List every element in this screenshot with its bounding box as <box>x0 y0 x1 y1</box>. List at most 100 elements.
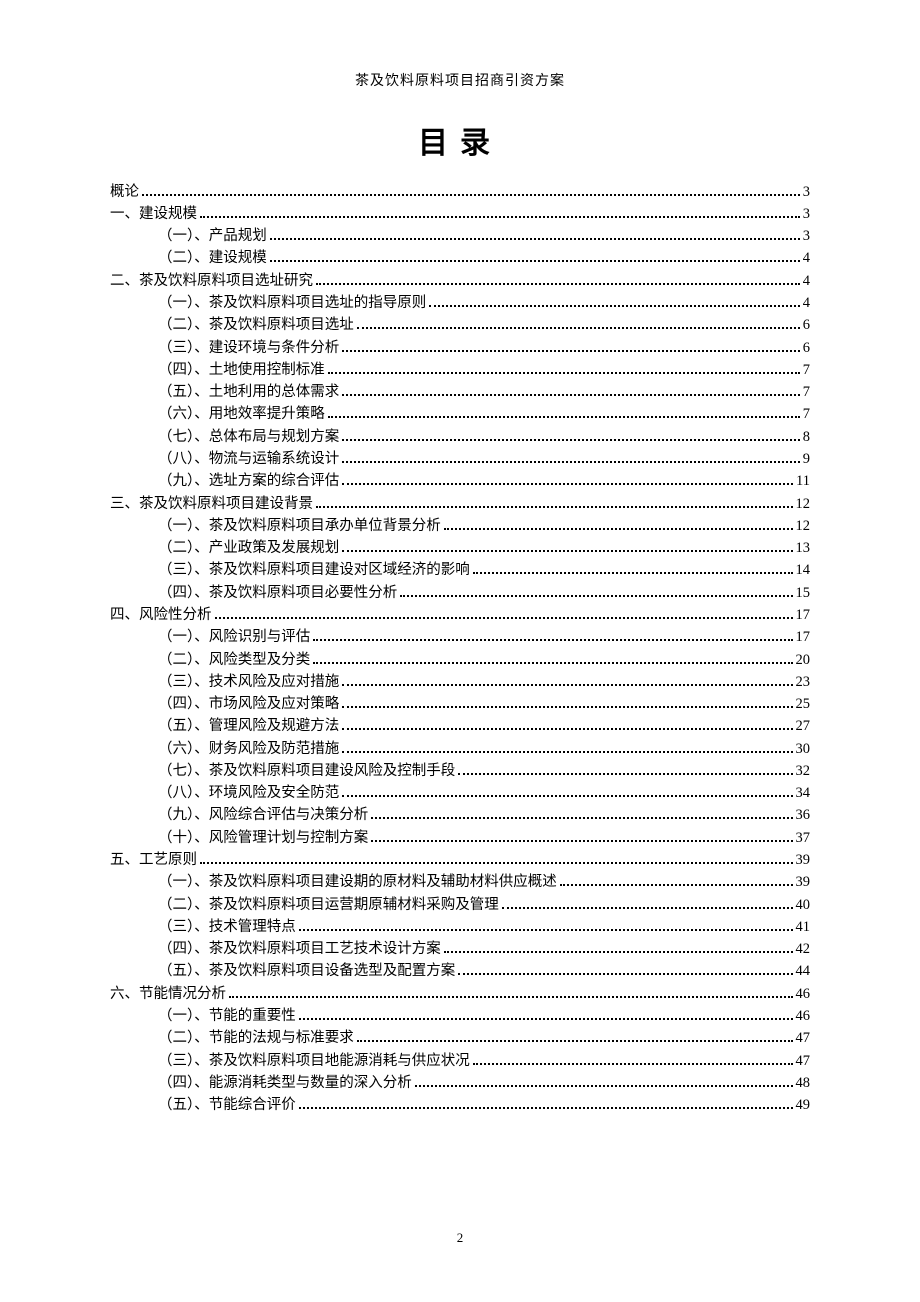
toc-entry: （一）、产品规划3 <box>110 229 810 244</box>
toc-entry: （二）、节能的法规与标准要求 47 <box>110 1031 810 1046</box>
toc-entry-page: 27 <box>796 719 811 734</box>
toc-entry: （一）、茶及饮料原料项目建设期的原材料及辅助材料供应概述 39 <box>110 875 810 890</box>
toc-entry-page: 41 <box>796 920 811 935</box>
toc-entry: （二）、建设规模 4 <box>110 251 810 266</box>
toc-entry-page: 44 <box>796 964 811 979</box>
toc-leader-dots <box>342 674 792 686</box>
toc-entry: 五、工艺原则 39 <box>110 852 810 867</box>
toc-entry: （四）、市场风险及应对策略25 <box>110 696 810 711</box>
toc-entry: 一、建设规模3 <box>110 206 810 221</box>
toc-entry: （四）、茶及饮料原料项目必要性分析15 <box>110 585 810 600</box>
toc-entry-page: 49 <box>796 1098 811 1113</box>
toc-entry: （一）、茶及饮料原料项目承办单位背景分析 12 <box>110 518 810 533</box>
toc-entry-label: （四）、能源消耗类型与数量的深入分析 <box>158 1076 412 1091</box>
toc-entry: （一）、风险识别与评估17 <box>110 630 810 645</box>
toc-entry-label: （一）、茶及饮料原料项目承办单位背景分析 <box>158 519 441 534</box>
toc-entry-label: （四）、茶及饮料原料项目工艺技术设计方案 <box>158 942 441 957</box>
toc-entry-page: 32 <box>796 764 811 779</box>
toc-entry-page: 39 <box>796 875 811 890</box>
toc-leader-dots <box>342 385 800 397</box>
toc-entry-label: （五）、节能综合评价 <box>158 1098 296 1113</box>
toc-entry-label: 一、建设规模 <box>110 207 197 222</box>
toc-entry-label: （七）、总体布局与规划方案 <box>158 430 339 445</box>
toc-entry: （四）、能源消耗类型与数量的深入分析48 <box>110 1075 810 1090</box>
toc-leader-dots <box>299 919 793 931</box>
toc-entry-page: 14 <box>796 563 811 578</box>
toc-entry-label: （四）、土地使用控制标准 <box>158 363 325 378</box>
toc-entry-label: （八）、物流与运输系统设计 <box>158 452 339 467</box>
toc-entry-label: （二）、节能的法规与标准要求 <box>158 1031 354 1046</box>
toc-entry-label: （一）、茶及饮料原料项目选址的指导原则 <box>158 296 426 311</box>
toc-entry-label: （五）、土地利用的总体需求 <box>158 385 339 400</box>
toc-entry: （四）、土地使用控制标准7 <box>110 362 810 377</box>
toc-entry-label: （八）、环境风险及安全防范 <box>158 786 339 801</box>
toc-leader-dots <box>560 875 793 887</box>
toc-entry-page: 17 <box>796 630 811 645</box>
toc-entry-label: （一）、产品规划 <box>158 229 267 244</box>
toc-entry-label: （二）、建设规模 <box>158 251 267 266</box>
toc-leader-dots <box>342 741 792 753</box>
toc-entry-label: （三）、技术风险及应对措施 <box>158 675 339 690</box>
page-header: 茶及饮料原料项目招商引资方案 <box>110 70 810 90</box>
toc-entry-page: 40 <box>796 898 811 913</box>
toc-entry: （一）、茶及饮料原料项目选址的指导原则4 <box>110 295 810 310</box>
toc-leader-dots <box>313 630 792 642</box>
toc-entry-page: 23 <box>796 675 811 690</box>
toc-leader-dots <box>316 273 800 285</box>
toc-entry-page: 9 <box>803 452 810 467</box>
toc-leader-dots <box>270 229 800 241</box>
toc-leader-dots <box>299 1008 793 1020</box>
toc-entry-label: 二、茶及饮料原料项目选址研究 <box>110 274 313 289</box>
toc-leader-dots <box>415 1075 793 1087</box>
toc-entry-label: （六）、用地效率提升策略 <box>158 407 325 422</box>
toc-entry-page: 4 <box>803 251 810 266</box>
toc-leader-dots <box>342 719 792 731</box>
toc-entry-page: 17 <box>796 608 811 623</box>
toc-entry: 四、风险性分析17 <box>110 607 810 622</box>
toc-entry: 二、茶及饮料原料项目选址研究4 <box>110 273 810 288</box>
toc-entry-label: （五）、茶及饮料原料项目设备选型及配置方案 <box>158 964 455 979</box>
toc-entry: （八）、物流与运输系统设计 9 <box>110 451 810 466</box>
toc-entry: （二）、茶及饮料原料项目运营期原辅材料采购及管理40 <box>110 897 810 912</box>
toc-entry-label: （三）、建设环境与条件分析 <box>158 341 339 356</box>
toc-leader-dots <box>473 563 793 575</box>
toc-entry: （三）、技术管理特点 41 <box>110 919 810 934</box>
toc-entry-page: 47 <box>796 1054 811 1069</box>
toc-entry-page: 39 <box>796 853 811 868</box>
toc-entry-label: （四）、茶及饮料原料项目必要性分析 <box>158 586 397 601</box>
toc-leader-dots <box>342 451 800 463</box>
toc-entry: （二）、风险类型及分类20 <box>110 652 810 667</box>
toc-entry-page: 25 <box>796 697 811 712</box>
toc-entry-label: （七）、茶及饮料原料项目建设风险及控制手段 <box>158 764 455 779</box>
toc-entry: （九）、选址方案的综合评估11 <box>110 474 810 489</box>
toc-entry-page: 34 <box>796 786 811 801</box>
toc-entry-page: 46 <box>796 987 811 1002</box>
toc-entry-page: 47 <box>796 1031 811 1046</box>
toc-leader-dots <box>299 1098 793 1110</box>
toc-leader-dots <box>371 830 792 842</box>
toc-entry-label: （二）、产业政策及发展规划 <box>158 541 339 556</box>
toc-entry-page: 11 <box>796 474 810 489</box>
toc-entry-label: （一）、茶及饮料原料项目建设期的原材料及辅助材料供应概述 <box>158 875 557 890</box>
toc-leader-dots <box>444 518 793 530</box>
toc-entry-page: 7 <box>803 407 810 422</box>
toc-leader-dots <box>502 897 793 909</box>
table-of-contents: 概论3一、建设规模3（一）、产品规划3（二）、建设规模4二、茶及饮料原料项目选址… <box>110 184 810 1113</box>
toc-entry: （五）、管理风险及规避方法27 <box>110 719 810 734</box>
toc-entry: （七）、茶及饮料原料项目建设风险及控制手段 32 <box>110 763 810 778</box>
toc-leader-dots <box>444 942 793 954</box>
toc-entry-label: （十）、风险管理计划与控制方案 <box>158 831 368 846</box>
toc-entry-label: （三）、技术管理特点 <box>158 920 296 935</box>
toc-entry-label: 五、工艺原则 <box>110 853 197 868</box>
toc-leader-dots <box>357 318 800 330</box>
toc-entry: （七）、总体布局与规划方案8 <box>110 429 810 444</box>
toc-entry-page: 30 <box>796 742 811 757</box>
toc-leader-dots <box>342 474 793 486</box>
toc-entry-page: 12 <box>796 519 811 534</box>
toc-entry: （十）、风险管理计划与控制方案37 <box>110 830 810 845</box>
toc-entry: （五）、土地利用的总体需求7 <box>110 385 810 400</box>
toc-leader-dots <box>473 1053 793 1065</box>
page-number: 2 <box>0 1230 920 1246</box>
toc-leader-dots <box>342 541 792 553</box>
toc-entry-label: （三）、茶及饮料原料项目地能源消耗与供应状况 <box>158 1054 470 1069</box>
